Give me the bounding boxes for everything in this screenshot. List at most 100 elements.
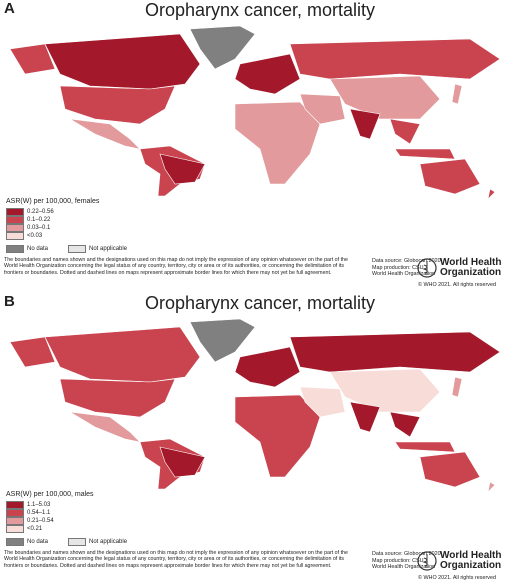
canada <box>44 326 201 383</box>
legend-item: 0.03–0.1 <box>6 224 50 232</box>
alaska <box>9 336 56 368</box>
source-line: Map production: CSU <box>372 557 424 564</box>
logo-line: World Health <box>440 257 502 268</box>
source-line: World Health Organization <box>372 564 436 570</box>
legend-item: <0.21 <box>6 525 42 533</box>
logo-line: World Health <box>440 550 502 561</box>
map-title: Oropharynx cancer, mortality <box>144 293 376 313</box>
legend-swatch <box>6 224 24 232</box>
legend-swatch <box>6 525 24 533</box>
emblem-staff <box>422 261 428 275</box>
emblem-circle <box>417 258 437 278</box>
usa <box>59 378 176 418</box>
logo-line: Organization <box>440 267 502 278</box>
legend-swatch <box>6 245 24 253</box>
source-line: World Health Organization <box>372 271 436 277</box>
legend-swatch <box>6 216 24 224</box>
legend-swatch <box>6 509 24 517</box>
india <box>349 401 381 433</box>
world-map <box>9 25 501 200</box>
figure-panel: B Oropharynx cancer, mortality ASR(W) per … <box>0 293 520 586</box>
brazil <box>159 153 206 185</box>
who-emblem <box>417 551 437 571</box>
legend-item: No data Not applicable <box>6 538 127 546</box>
middle-east <box>299 93 346 125</box>
australia <box>419 451 481 488</box>
legend-swatch <box>68 538 87 546</box>
southeast-asia <box>389 118 421 145</box>
source-line: Map production: CSU <box>372 264 424 271</box>
legend-label: <0.21 <box>27 526 43 532</box>
africa <box>234 394 321 478</box>
source-line: Data source: Globocan 2020 <box>372 551 441 557</box>
legend-label: No data <box>27 246 49 252</box>
legend-label: No data <box>27 539 49 545</box>
japan <box>451 83 463 105</box>
panel-label: A <box>4 0 15 17</box>
legend-title: ASR(W) per 100,000, females <box>6 198 100 205</box>
europe <box>234 53 301 95</box>
legend-label: 0.03–0.1 <box>27 225 51 231</box>
middle-east <box>299 386 346 418</box>
logo-text: World Health Organization <box>440 258 501 278</box>
legend-label: Not applicable <box>89 246 128 252</box>
legend-item: 0.1–0.22 <box>6 216 50 224</box>
legend-item: <0.03 <box>6 232 42 240</box>
logo-text: World Health Organization <box>440 551 501 571</box>
legend-item: No data Not applicable <box>6 245 127 253</box>
who-emblem <box>417 258 437 278</box>
disclaimer: The boundaries and names shown and the d… <box>4 257 348 276</box>
legend-item: 0.54–1.1 <box>6 509 50 517</box>
emblem-circle <box>417 551 437 571</box>
legend-item: 0.21–0.54 <box>6 517 54 525</box>
world-map <box>9 318 501 493</box>
india <box>349 108 381 140</box>
new-zealand <box>487 481 496 493</box>
australia <box>419 158 481 195</box>
legend-label: 1.1–5.03 <box>27 502 51 508</box>
greenland <box>189 25 256 70</box>
legend-swatch <box>68 245 87 253</box>
legend-swatch <box>6 517 24 525</box>
legend-item: 1.1–5.03 <box>6 501 50 509</box>
emblem-staff <box>422 554 428 568</box>
figure-panel: A Oropharynx cancer, mortality ASR(W) per … <box>4 0 501 288</box>
usa <box>59 85 176 125</box>
indonesia <box>394 148 456 160</box>
mexico <box>69 411 141 443</box>
indonesia <box>394 441 456 453</box>
legend-swatch <box>6 501 24 509</box>
disclaimer: The boundaries and names shown and the d… <box>4 550 348 569</box>
mexico <box>69 118 141 150</box>
legend-label: 0.54–1.1 <box>27 510 51 516</box>
greenland <box>189 318 256 363</box>
brazil <box>159 446 206 478</box>
canada <box>44 33 201 90</box>
russia <box>289 331 501 373</box>
new-zealand <box>487 188 496 200</box>
alaska <box>9 43 56 75</box>
legend-swatch <box>6 232 24 240</box>
legend-label: Not applicable <box>89 539 128 545</box>
africa <box>234 101 321 185</box>
legend-label: 0.22–0.56 <box>27 209 54 215</box>
panel-label: B <box>4 293 15 310</box>
legend-label: <0.03 <box>27 233 43 239</box>
japan <box>451 376 463 398</box>
southeast-asia <box>389 411 421 438</box>
europe <box>234 346 301 388</box>
asia <box>329 368 441 413</box>
logo-line: Organization <box>440 560 502 571</box>
copyright: © WHO 2021. All rights reserved <box>418 282 496 288</box>
legend-title: ASR(W) per 100,000, males <box>6 491 94 498</box>
legend-label: 0.1–0.22 <box>27 217 51 223</box>
legend-swatch <box>6 538 24 546</box>
legend-label: 0.21–0.54 <box>27 518 54 524</box>
map-title: Oropharynx cancer, mortality <box>144 0 376 20</box>
legend-item: 0.22–0.56 <box>6 208 54 216</box>
source-line: Data source: Globocan 2020 <box>372 258 441 264</box>
asia <box>329 75 441 120</box>
legend-swatch <box>6 208 24 216</box>
copyright: © WHO 2021. All rights reserved <box>418 575 496 581</box>
